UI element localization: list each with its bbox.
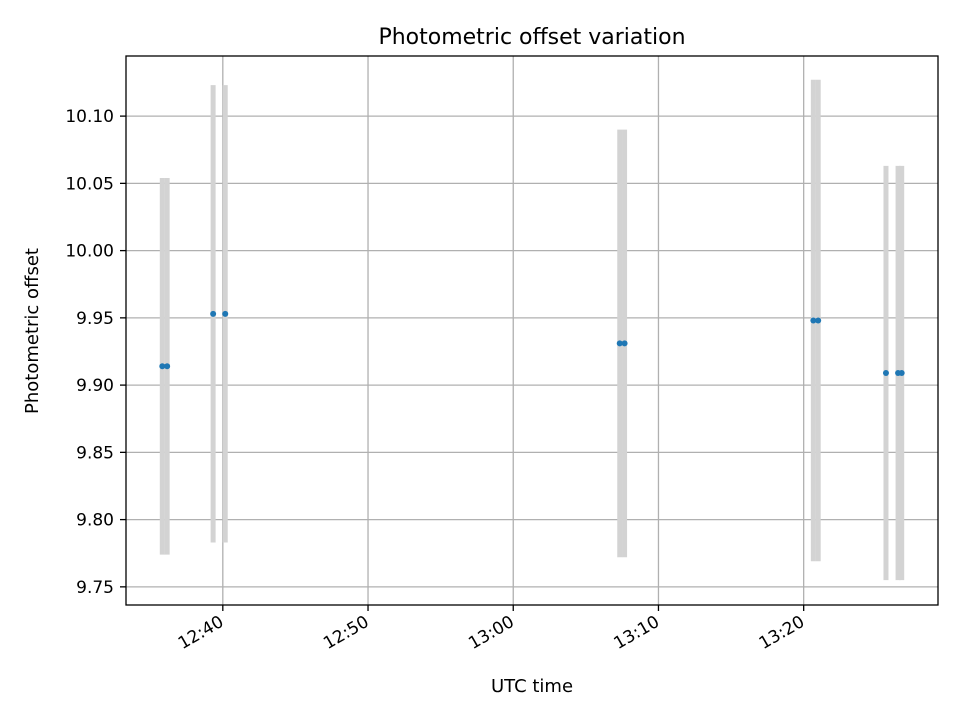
y-axis: 9.75 9.80 9.85 9.90 9.95 10.00 10.05 10.10 (65, 107, 126, 598)
data-point (621, 340, 628, 347)
x-tick-label: 12:50 (320, 612, 372, 654)
plot-frame (125, 55, 939, 606)
y-tick-label: 10.10 (65, 107, 114, 127)
y-axis-label: Photometric offset (22, 248, 43, 414)
data-point (810, 317, 817, 324)
x-tick-label: 13:00 (465, 612, 517, 654)
y-tick-label: 9.80 (76, 511, 114, 531)
y-tick-label: 9.90 (76, 376, 114, 396)
data-point (616, 340, 623, 347)
x-axis: 12:40 12:50 13:00 13:10 13:20 (175, 605, 808, 654)
data-points (159, 310, 905, 376)
data-point (210, 310, 217, 317)
data-point (159, 363, 166, 370)
chart-title: Photometric offset variation (378, 25, 685, 50)
error-bars (159, 79, 905, 581)
y-tick-label: 9.95 (76, 309, 114, 329)
y-tick-label: 10.05 (65, 174, 114, 194)
x-tick-label: 13:10 (611, 612, 663, 654)
y-tick-label: 10.00 (65, 242, 114, 262)
grid (126, 56, 938, 605)
data-point (898, 369, 905, 376)
data-point (164, 363, 171, 370)
x-tick-label: 12:40 (175, 612, 227, 654)
x-axis-label: UTC time (491, 676, 573, 697)
data-point (222, 310, 229, 317)
y-tick-label: 9.85 (76, 443, 114, 463)
x-tick-label: 13:20 (756, 612, 808, 654)
y-tick-label: 9.75 (76, 578, 114, 598)
data-point (815, 317, 822, 324)
data-point (882, 369, 889, 376)
